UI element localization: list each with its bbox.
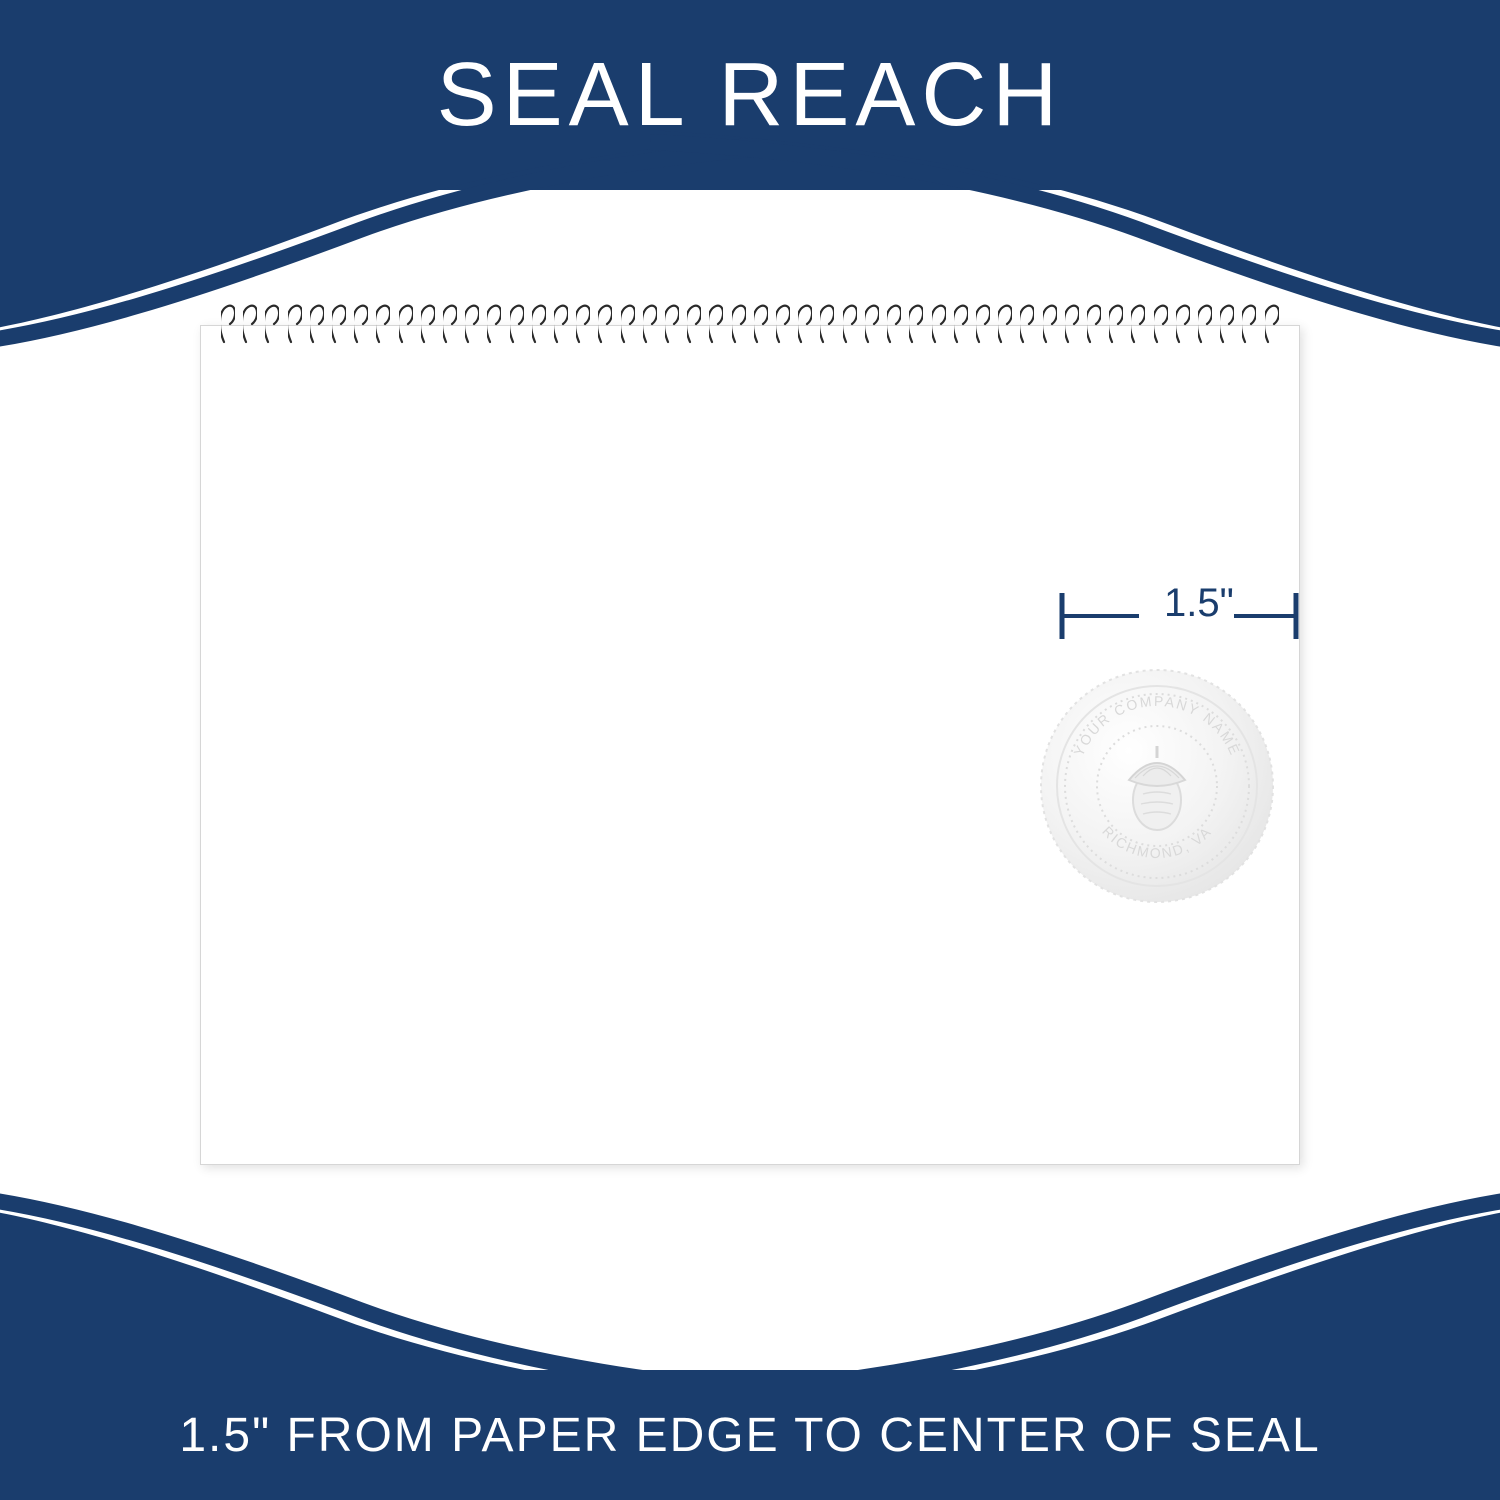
footer-caption: 1.5" FROM PAPER EDGE TO CENTER OF SEAL — [179, 1408, 1320, 1463]
spiral-loop — [954, 304, 968, 340]
spiral-loop — [598, 304, 612, 340]
spiral-loop — [621, 304, 635, 340]
spiral-loop — [1065, 304, 1079, 340]
spiral-loop — [754, 304, 768, 340]
spiral-loop — [1198, 304, 1212, 340]
spiral-loop — [709, 304, 723, 340]
spiral-loop — [998, 304, 1012, 340]
spiral-loop — [843, 304, 857, 340]
spiral-loop — [399, 304, 413, 340]
spiral-loop — [820, 304, 834, 340]
spiral-loop — [510, 304, 524, 340]
header-title: SEAL REACH — [437, 44, 1064, 147]
spiral-loop — [1087, 304, 1101, 340]
spiral-loop — [1109, 304, 1123, 340]
spiral-loop — [532, 304, 546, 340]
spiral-loop — [1265, 304, 1279, 340]
spiral-loop — [932, 304, 946, 340]
footer-band: 1.5" FROM PAPER EDGE TO CENTER OF SEAL — [0, 1370, 1500, 1500]
spiral-loop — [732, 304, 746, 340]
spiral-loop — [221, 304, 235, 340]
spiral-loop — [1220, 304, 1234, 340]
spiral-loop — [465, 304, 479, 340]
spiral-loop — [354, 304, 368, 340]
header-band: SEAL REACH — [0, 0, 1500, 190]
spiral-loop — [576, 304, 590, 340]
spiral-loop — [376, 304, 390, 340]
spiral-loop — [776, 304, 790, 340]
spiral-loop — [1242, 304, 1256, 340]
spiral-loop — [887, 304, 901, 340]
spiral-loop — [687, 304, 701, 340]
spiral-loop — [310, 304, 324, 340]
spiral-loop — [1020, 304, 1034, 340]
spiral-loop — [265, 304, 279, 340]
notepad-paper: 1.5" YOUR COMPANY NAME — [200, 325, 1300, 1165]
embossed-seal: YOUR COMPANY NAME RICHMOND, VA — [1037, 666, 1277, 906]
spiral-loop — [443, 304, 457, 340]
spiral-loop — [798, 304, 812, 340]
reach-dimension-indicator: 1.5" — [1059, 591, 1299, 661]
spiral-loop — [976, 304, 990, 340]
spiral-loop — [1154, 304, 1168, 340]
spiral-loop — [332, 304, 346, 340]
spiral-binding — [221, 304, 1279, 344]
spiral-loop — [1176, 304, 1190, 340]
spiral-loop — [421, 304, 435, 340]
spiral-loop — [487, 304, 501, 340]
spiral-loop — [865, 304, 879, 340]
spiral-loop — [1043, 304, 1057, 340]
spiral-loop — [665, 304, 679, 340]
spiral-loop — [1131, 304, 1145, 340]
spiral-loop — [288, 304, 302, 340]
spiral-loop — [554, 304, 568, 340]
spiral-loop — [909, 304, 923, 340]
spiral-loop — [643, 304, 657, 340]
reach-label: 1.5" — [1164, 581, 1234, 626]
spiral-loop — [243, 304, 257, 340]
